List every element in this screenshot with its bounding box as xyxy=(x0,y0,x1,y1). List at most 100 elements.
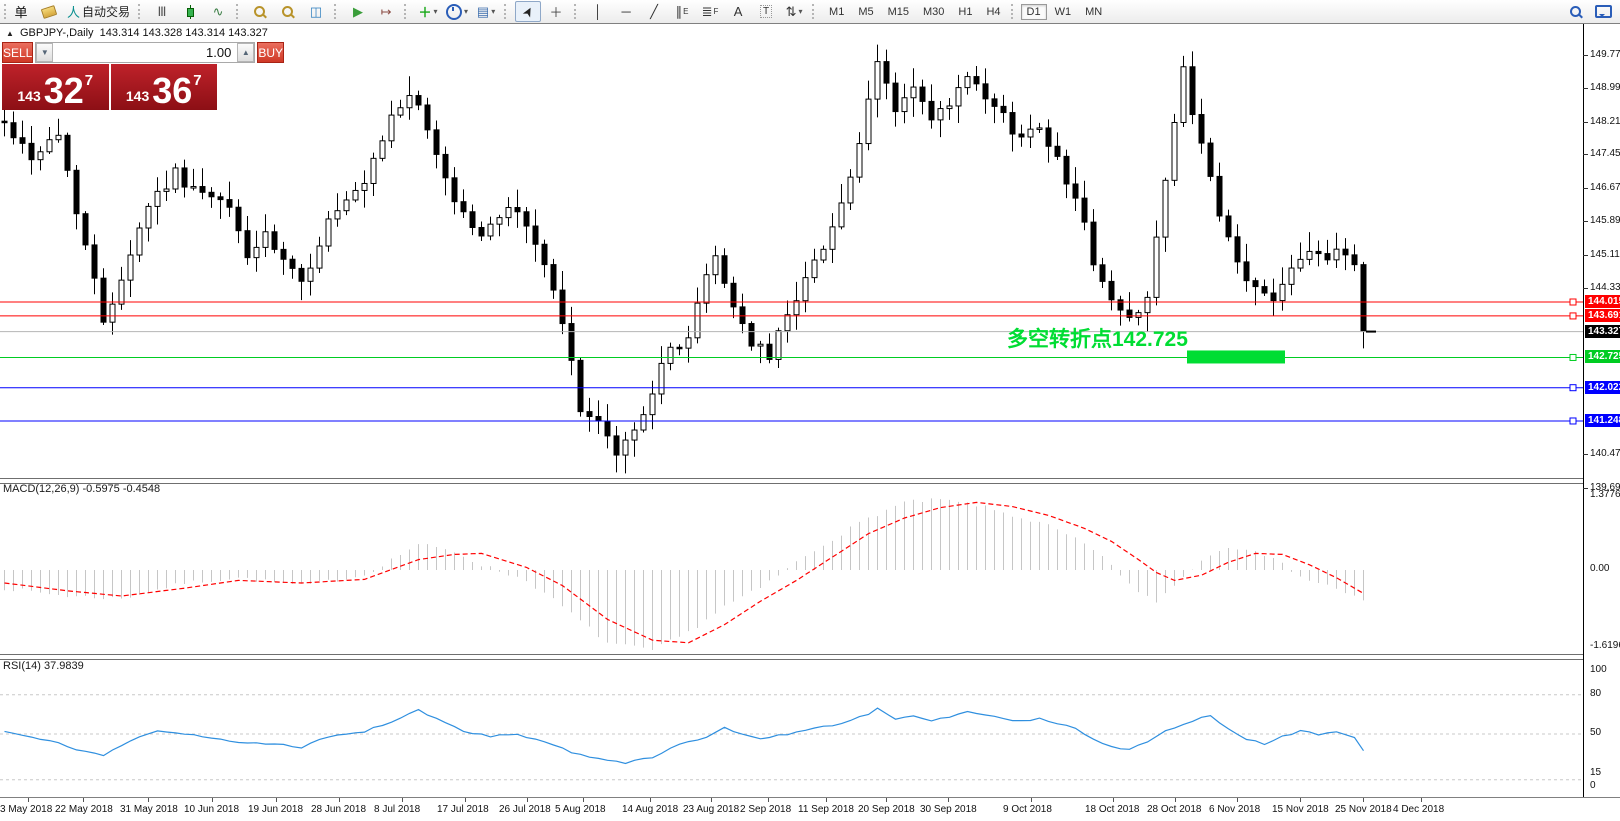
cursor-button[interactable]: ➤ xyxy=(515,1,542,22)
rsi-label: RSI(14) 37.9839 xyxy=(3,660,84,672)
timeframe-d1-button[interactable]: D1 xyxy=(1020,3,1047,20)
dropdown-caret-icon[interactable]: ▾ xyxy=(798,7,803,16)
line-chart-icon: ∿ xyxy=(212,3,224,19)
macd-axis-label: 0.00 xyxy=(1590,563,1610,574)
timeframe-h4-button[interactable]: H4 xyxy=(986,5,1001,18)
fibonacci-button[interactable]: ≣ F xyxy=(701,3,719,19)
chat-icon[interactable] xyxy=(1595,5,1612,18)
dropdown-caret-icon[interactable]: ▾ xyxy=(433,7,438,16)
date-tick xyxy=(711,798,712,802)
volume-decrease-button[interactable]: ▼ xyxy=(36,43,54,62)
timeframe-m15-button[interactable]: M15 xyxy=(887,5,910,18)
line-chart-icon[interactable]: ∿ xyxy=(205,1,231,22)
vertical-line-button[interactable]: │ xyxy=(585,1,611,22)
date-label: 26 Jul 2018 xyxy=(499,804,551,815)
date-tick xyxy=(768,798,769,802)
search-icon[interactable] xyxy=(1569,5,1583,19)
timeframe-m30-button[interactable]: M30 xyxy=(923,5,945,18)
resistance-line-1-handle[interactable] xyxy=(1569,298,1577,306)
cursor-icon: ➤ xyxy=(518,2,537,20)
macd-pane[interactable] xyxy=(0,482,1583,654)
date-label: 28 Oct 2018 xyxy=(1147,804,1202,815)
templates-icon: ▤ xyxy=(476,3,490,19)
date-tick xyxy=(83,798,84,802)
periods-button[interactable]: ▾ xyxy=(443,1,471,22)
support-line-2-handle[interactable] xyxy=(1569,417,1577,425)
date-label: 15 Nov 2018 xyxy=(1272,804,1329,815)
sell-button[interactable]: SELL xyxy=(2,42,34,63)
trendline-button[interactable]: ╱ xyxy=(641,1,667,22)
date-tick xyxy=(583,798,584,802)
volume-increase-button[interactable]: ▲ xyxy=(237,43,255,62)
price-tick-label: 139.690 xyxy=(1590,481,1620,493)
macd-label: MACD(12,26,9) -0.5975 -0.4548 xyxy=(3,483,161,495)
timeframe-m5-button[interactable]: M5 xyxy=(858,5,874,18)
axis-tick xyxy=(1583,487,1588,489)
price-tick-label: 146.670 xyxy=(1590,181,1620,193)
date-label: 20 Sep 2018 xyxy=(858,804,915,815)
support-line-1-handle[interactable] xyxy=(1569,384,1577,392)
axis-tick xyxy=(1583,254,1588,256)
macd-histogram xyxy=(4,498,1364,650)
price-axis[interactable]: 149.770 148.990 148.210 147.450 146.670 145.8… xyxy=(1583,24,1620,797)
buy-button[interactable]: BUY xyxy=(257,42,285,63)
resistance-line-2-handle[interactable] xyxy=(1569,312,1577,320)
indicators-icon: ＋ xyxy=(418,5,432,20)
date-tick xyxy=(1031,798,1032,802)
timeframe-mn-button[interactable]: MN xyxy=(1085,5,1103,18)
eraser-icon[interactable] xyxy=(36,1,62,22)
text-button[interactable]: A xyxy=(725,1,751,22)
macd-axis-label: 1.3776 xyxy=(1590,489,1620,500)
dropdown-caret-icon[interactable]: ▾ xyxy=(491,7,496,16)
templates-button[interactable]: ▤ ▾ xyxy=(473,1,499,22)
timeframe-h1-button[interactable]: H1 xyxy=(958,5,973,18)
new-order-button[interactable]: 单 xyxy=(8,1,34,22)
candlesticks xyxy=(1,44,1367,474)
auto-scroll-icon[interactable]: ▶ xyxy=(345,1,371,22)
timeframe-w1-button[interactable]: W1 xyxy=(1054,5,1072,18)
date-tick xyxy=(1421,798,1422,802)
date-label: 10 Jun 2018 xyxy=(184,804,240,815)
price-tick-label: 148.210 xyxy=(1590,115,1620,127)
axis-tick xyxy=(1583,221,1588,223)
pivot-line-handle[interactable] xyxy=(1569,353,1577,361)
date-label: 9 Oct 2018 xyxy=(1003,804,1052,815)
date-label: 11 Sep 2018 xyxy=(798,804,854,815)
dropdown-caret-icon[interactable]: ▾ xyxy=(464,7,469,16)
buy-price-pip: 7 xyxy=(193,72,202,89)
pane-separator[interactable] xyxy=(0,654,1620,660)
bar-chart-icon[interactable]: Ⅲ xyxy=(149,1,175,22)
main-chart-pane[interactable]: 多空转折点142.725 xyxy=(0,24,1583,478)
candlestick-icon[interactable] xyxy=(177,1,203,22)
price-tag-143.691: 143.691 xyxy=(1585,308,1620,322)
date-tick xyxy=(339,798,340,802)
date-axis[interactable]: 3 May 2018 22 May 2018 31 May 2018 10 Jun 2… xyxy=(0,797,1620,821)
collapse-arrow-icon[interactable]: ▲ xyxy=(6,29,14,38)
highlight-rect[interactable] xyxy=(1187,350,1285,364)
shapes-button[interactable]: ⇅ ▾ xyxy=(781,1,807,22)
buy-price-prefix: 143 xyxy=(125,88,150,104)
axis-tick xyxy=(1583,454,1588,456)
tile-windows-icon[interactable]: ◫ xyxy=(303,1,329,22)
text-label-button[interactable]: T xyxy=(753,1,779,22)
zoom-in-icon[interactable] xyxy=(247,1,273,22)
axis-tick xyxy=(1583,54,1588,56)
date-label: 8 Jul 2018 xyxy=(374,804,421,815)
chart-shift-icon[interactable]: ↦ xyxy=(373,1,399,22)
horizontal-line-button[interactable]: ─ xyxy=(613,1,639,22)
axis-tick xyxy=(1583,154,1588,156)
bid-price-tag: 143.327 xyxy=(1585,324,1620,338)
channel-button[interactable]: ∥ E xyxy=(675,3,689,19)
indicators-button[interactable]: ＋ ▾ xyxy=(415,1,441,22)
crosshair-button[interactable]: ＋ xyxy=(543,1,569,22)
volume-input[interactable] xyxy=(53,43,238,62)
rsi-pane[interactable] xyxy=(0,658,1583,797)
timeframe-m1-button[interactable]: M1 xyxy=(829,5,845,18)
pivot-annotation[interactable]: 多空转折点142.725 xyxy=(1007,327,1188,351)
sell-price-display[interactable]: 143 32 7 xyxy=(2,64,109,110)
autotrading-button[interactable]: 人自动交易 xyxy=(64,1,133,22)
toolbar: 单人自动交易 Ⅲ ∿ ◫ ▶ ↦ ＋ ▾ ▾ ▤ ▾ ➤ ＋ │ ─ ╱ ∥ E ≣ F A T ⇅ ▾ M1 M5 M15 M30 H… xyxy=(0,0,1620,24)
pane-separator[interactable] xyxy=(0,478,1620,484)
buy-price-display[interactable]: 143 36 7 xyxy=(110,64,217,110)
zoom-out-icon[interactable] xyxy=(275,1,301,22)
